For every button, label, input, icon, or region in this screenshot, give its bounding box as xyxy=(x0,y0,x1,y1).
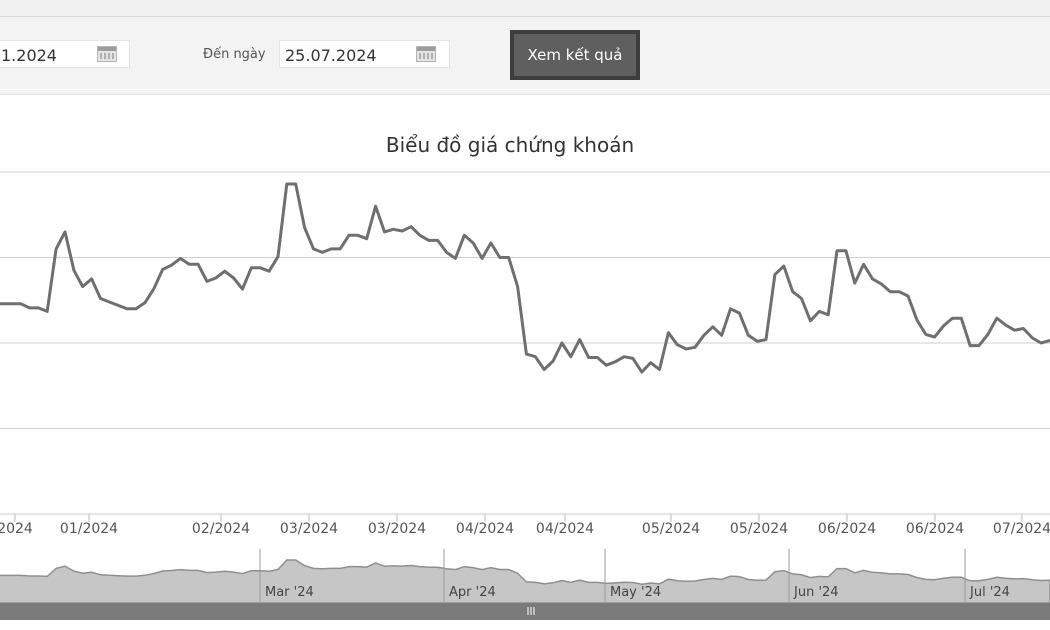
from-date-field[interactable]: 1.2024 xyxy=(0,40,130,68)
navigator-tick-label: Jul '24 xyxy=(969,585,1010,600)
navigator-tick-label: Mar '24 xyxy=(265,585,314,600)
x-tick-label: 05/2024 xyxy=(730,521,788,537)
top-strip xyxy=(0,0,1050,17)
navigator: Mar '24 Apr '24 May '24 Jun '24 Jul '24 xyxy=(0,549,1050,620)
navigator-tick-label: May '24 xyxy=(610,585,661,600)
x-axis: 2024 01/2024 02/2024 03/2024 03/2024 04/2024 0… xyxy=(0,514,1050,537)
plot-area xyxy=(0,182,1050,374)
navigator-tick-label: Apr '24 xyxy=(449,585,496,600)
x-tick-label: 03/2024 xyxy=(280,521,338,537)
x-tick-label: 06/2024 xyxy=(818,521,876,537)
x-tick-label: 04/2024 xyxy=(456,521,514,537)
price-line xyxy=(0,182,1050,374)
view-results-button[interactable]: Xem kết quả xyxy=(510,30,640,80)
grip-icon[interactable] xyxy=(527,607,535,615)
from-date-value: 1.2024 xyxy=(1,46,57,65)
calendar-icon[interactable] xyxy=(97,46,117,62)
x-tick-label: 07/2024 xyxy=(993,521,1050,537)
navigator-tick-label: Jun '24 xyxy=(793,585,839,600)
x-tick-label: 04/2024 xyxy=(536,521,594,537)
x-tick-label: 02/2024 xyxy=(192,521,250,537)
navigator-scrollbar[interactable] xyxy=(0,603,1050,620)
x-tick-label: 01/2024 xyxy=(60,521,118,537)
calendar-icon[interactable] xyxy=(416,46,436,62)
to-date-label: Đến ngày xyxy=(203,47,266,62)
navigator-series xyxy=(0,559,1050,604)
x-tick-label: 06/2024 xyxy=(906,521,964,537)
chart-title: Biểu đồ giá chứng khoán xyxy=(386,133,634,157)
x-tick-label: 03/2024 xyxy=(368,521,426,537)
x-tick-label: 2024 xyxy=(0,521,33,537)
to-date-value: 25.07.2024 xyxy=(285,46,377,65)
x-tick-label: 05/2024 xyxy=(642,521,700,537)
to-date-field[interactable]: 25.07.2024 xyxy=(279,40,450,68)
